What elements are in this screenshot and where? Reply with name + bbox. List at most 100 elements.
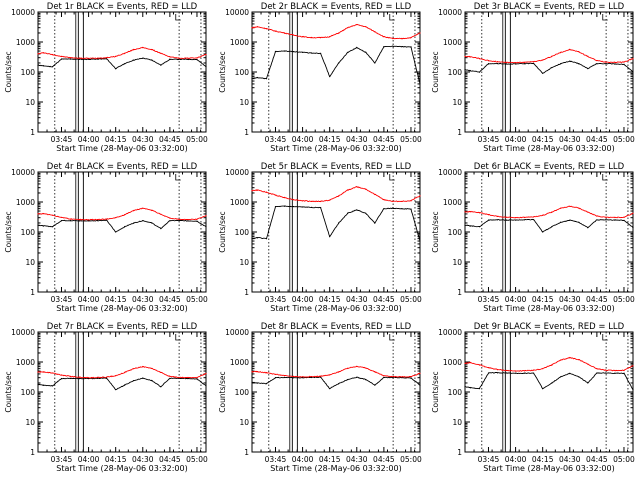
- events-point: [124, 226, 126, 228]
- lld-point: [302, 36, 304, 38]
- lld-point: [365, 26, 367, 28]
- lld-point: [169, 56, 171, 58]
- events-point: [356, 376, 358, 378]
- events-point: [265, 78, 268, 80]
- lld-point: [614, 369, 616, 372]
- y-tick-label: 100: [235, 388, 250, 397]
- events-point: [97, 220, 99, 222]
- x-tick-label: 05:00: [613, 295, 635, 304]
- x-tick-label: 04:30: [559, 295, 581, 304]
- x-tick-label: 03:45: [478, 295, 500, 304]
- lld-point: [614, 216, 616, 219]
- panel-title: Det 9r BLACK = Events, RED = LLD: [474, 322, 625, 332]
- lld-point: [302, 376, 304, 378]
- lld-point: [464, 55, 466, 58]
- x-axis-label: Start Time (28-May-06 03:32:00): [56, 304, 187, 313]
- events-point: [97, 58, 99, 60]
- events-point: [496, 63, 499, 65]
- attenuator-interval-box: [504, 11, 511, 133]
- events-series-line: [37, 219, 207, 233]
- events-point: [69, 377, 72, 379]
- lld-point: [551, 364, 553, 366]
- events-point: [251, 381, 253, 383]
- x-tick-label: 04:15: [105, 295, 127, 304]
- lld-point: [115, 375, 117, 377]
- events-point: [542, 231, 544, 233]
- lld-point: [37, 213, 39, 215]
- x-axis-label: Start Time (28-May-06 03:32:00): [483, 464, 614, 473]
- events-point: [124, 384, 126, 386]
- detector-panel-8: Det 8r BLACK = Events, RED = LLD 1 10 100 10…: [218, 322, 422, 473]
- lld-point: [478, 212, 481, 214]
- lld-point: [133, 368, 135, 370]
- lld-point: [374, 31, 376, 33]
- events-point: [569, 372, 571, 374]
- events-point: [338, 62, 340, 64]
- lld-point: [124, 214, 126, 216]
- lld-point: [37, 53, 39, 55]
- lld-point: [356, 365, 358, 367]
- lld-point: [560, 51, 562, 54]
- events-point: [196, 220, 198, 222]
- plot-frame: [464, 11, 634, 133]
- y-tick-label: 1: [30, 288, 35, 297]
- lld-point: [356, 186, 358, 188]
- x-tick-label: 04:15: [105, 135, 127, 144]
- events-point: [133, 380, 135, 382]
- events-point: [37, 224, 39, 226]
- events-point: [505, 219, 508, 221]
- events-point: [142, 220, 144, 222]
- y-tick-label: 100: [21, 388, 36, 397]
- lld-point: [106, 218, 108, 220]
- lld-point: [274, 194, 277, 196]
- x-tick-label: 04:30: [132, 295, 154, 304]
- x-axis-label: Start Time (28-May-06 03:32:00): [270, 144, 401, 153]
- lld-point: [524, 61, 526, 63]
- lld-point: [37, 371, 39, 373]
- lld-point: [42, 371, 45, 373]
- events-point: [311, 52, 313, 54]
- events-point: [596, 372, 598, 374]
- x-tick-label: 04:15: [319, 295, 341, 304]
- lld-point: [51, 54, 54, 56]
- lld-point: [329, 374, 331, 376]
- events-point: [356, 47, 358, 49]
- lld-point: [160, 213, 162, 215]
- lld-point: [283, 375, 286, 377]
- events-point: [160, 386, 162, 388]
- events-point: [533, 219, 535, 221]
- night-bracket-mark: [602, 334, 608, 341]
- lld-point: [469, 211, 471, 213]
- lld-point: [401, 38, 403, 40]
- y-tick-label: 1: [244, 288, 249, 297]
- y-axis-label: Counts/sec: [4, 51, 13, 92]
- events-point: [469, 70, 471, 72]
- lld-point: [374, 371, 376, 373]
- x-tick-label: 04:00: [78, 135, 100, 144]
- events-point: [133, 59, 135, 61]
- y-tick-label: 1000: [230, 198, 249, 207]
- x-tick-label: 04:45: [373, 455, 395, 464]
- events-point: [169, 58, 171, 60]
- lld-point: [338, 195, 340, 197]
- events-point: [329, 236, 331, 238]
- lld-point: [265, 372, 268, 374]
- lld-point: [251, 190, 253, 192]
- lld-point: [469, 56, 471, 58]
- x-tick-label: 03:45: [51, 135, 73, 144]
- events-point: [256, 382, 258, 384]
- y-axis-label: Counts/sec: [4, 211, 13, 252]
- x-axis-label: Start Time (28-May-06 03:32:00): [56, 144, 187, 153]
- attenuator-interval-box: [77, 171, 84, 293]
- y-tick-label: 10000: [11, 168, 35, 177]
- events-point: [374, 62, 376, 64]
- x-tick-label: 04:30: [346, 455, 368, 464]
- lld-series-line: [464, 48, 634, 64]
- events-series-line: [251, 205, 421, 242]
- x-tick-label: 05:00: [613, 455, 635, 464]
- x-tick-label: 04:00: [78, 295, 100, 304]
- plot-frame: [251, 11, 421, 133]
- plot-frame: [37, 171, 207, 293]
- x-axis-label: Start Time (28-May-06 03:32:00): [270, 464, 401, 473]
- events-point: [69, 58, 72, 60]
